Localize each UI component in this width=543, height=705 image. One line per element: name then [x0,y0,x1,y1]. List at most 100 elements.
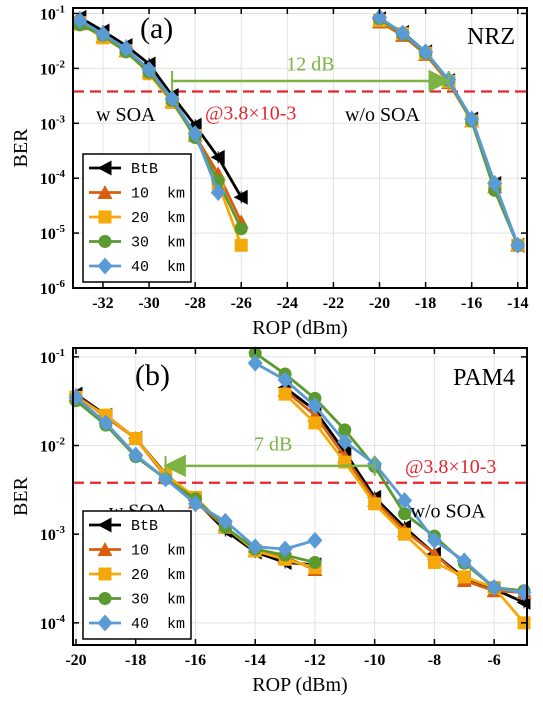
panel-a: -32 -30 -28 -26 -24 -22 -20 -18 -16 -14 10-1 10-2 10… [10,3,528,339]
group-label: w SOA [96,104,156,126]
data-point [118,40,134,58]
data-point [307,531,323,549]
series-line [378,17,520,246]
series-line [254,361,525,594]
legend-entry: 30 km [89,235,185,252]
x-tick-label: -8 [428,652,441,669]
y-tick-label: 10-3 [40,524,66,544]
data-point [464,110,480,128]
x-tick-label: -24 [277,295,298,312]
legend-label: 30 km [131,235,185,252]
x-tick-label: -32 [92,295,113,312]
legend-entry: 20 km [89,567,185,584]
data-point [426,531,442,549]
group-label: w/o SOA [411,500,487,522]
data-point [338,423,352,437]
data-point [247,538,263,556]
series-line [378,19,520,246]
legend-marker [98,235,112,248]
data-point [217,512,233,530]
data-point [187,125,203,143]
data-point [308,555,322,569]
data-point [398,527,412,541]
y-axis-title: BER [10,476,32,516]
legend-label: 40 km [131,259,185,276]
x-tick-label: -30 [138,295,159,312]
y-axis-title: BER [10,128,32,168]
legend-entry: 10 km [89,542,185,560]
threshold-label: @3.8×10-3 [405,456,496,478]
data-point [486,579,502,597]
y-tick-label: 10-3 [40,113,66,133]
x-tick-label: -20 [369,295,390,312]
data-point [247,354,263,372]
data-point [234,238,248,252]
x-tick-label: -28 [184,295,205,312]
x-tick-label: -16 [185,652,206,669]
legend-marker [98,592,112,605]
legend-marker [97,542,113,556]
legend-marker [97,614,113,632]
legend-label: 40 km [131,616,185,633]
x-axis-title: ROP (dBm) [252,317,347,339]
x-tick-label: -12 [304,652,325,669]
panel-label: (b) [135,359,170,392]
legend-entry: 10 km [89,185,185,203]
legend-label: 20 km [131,210,185,227]
data-point [210,149,225,165]
x-tick-label: -20 [65,652,86,669]
y-tick-label: 10-1 [40,3,65,23]
data-point [372,8,388,26]
legend-marker [97,160,112,176]
data-point [164,90,180,108]
data-point [456,552,472,570]
data-point [98,414,114,432]
legend-marker [98,210,112,224]
legend-entry: 30 km [89,592,185,609]
legend-label: BtB [131,518,158,535]
format-label: PAM4 [453,365,515,391]
data-point [95,25,111,43]
format-label: NRZ [467,24,515,50]
legend-label: BtB [131,161,158,178]
data-point [187,495,203,513]
data-point [398,507,412,521]
legend-label: 30 km [131,592,185,609]
data-point [277,540,293,558]
data-point [141,61,157,79]
group-label: w/o SOA [345,104,421,126]
x-tick-label: -18 [415,295,436,312]
data-point [278,387,292,401]
data-point [487,175,503,193]
y-tick-label: 10-1 [40,347,65,367]
legend-marker [97,257,113,275]
x-tick-label: -10 [364,652,385,669]
legend-entry: 40 km [89,614,185,633]
series-line [378,17,520,246]
legend: BtB 10 km 20 km 30 km 40 km [82,510,192,640]
data-point [418,43,434,61]
power-gap-label: 7 dB [254,433,292,455]
x-axis-title: ROP (dBm) [252,674,347,696]
x-tick-label: -14 [507,295,528,312]
series-line [378,20,520,246]
data-point [510,236,526,254]
legend-marker [97,185,113,199]
legend-entry: BtB [89,517,158,535]
data-point [129,432,143,446]
series-line [378,16,520,246]
data-point [457,570,471,584]
legend-label: 10 km [131,543,185,560]
legend-marker [98,567,112,581]
y-tick-label: 10-2 [40,58,66,78]
data-point [233,189,248,205]
data-point [397,491,413,509]
plot-frame [72,7,528,289]
legend-entry: 20 km [89,210,185,227]
plot-frame [72,347,528,646]
x-tick-label: -16 [461,295,482,312]
panel-label: (a) [140,12,173,45]
legend-entry: BtB [89,160,158,178]
legend-marker [97,517,112,533]
